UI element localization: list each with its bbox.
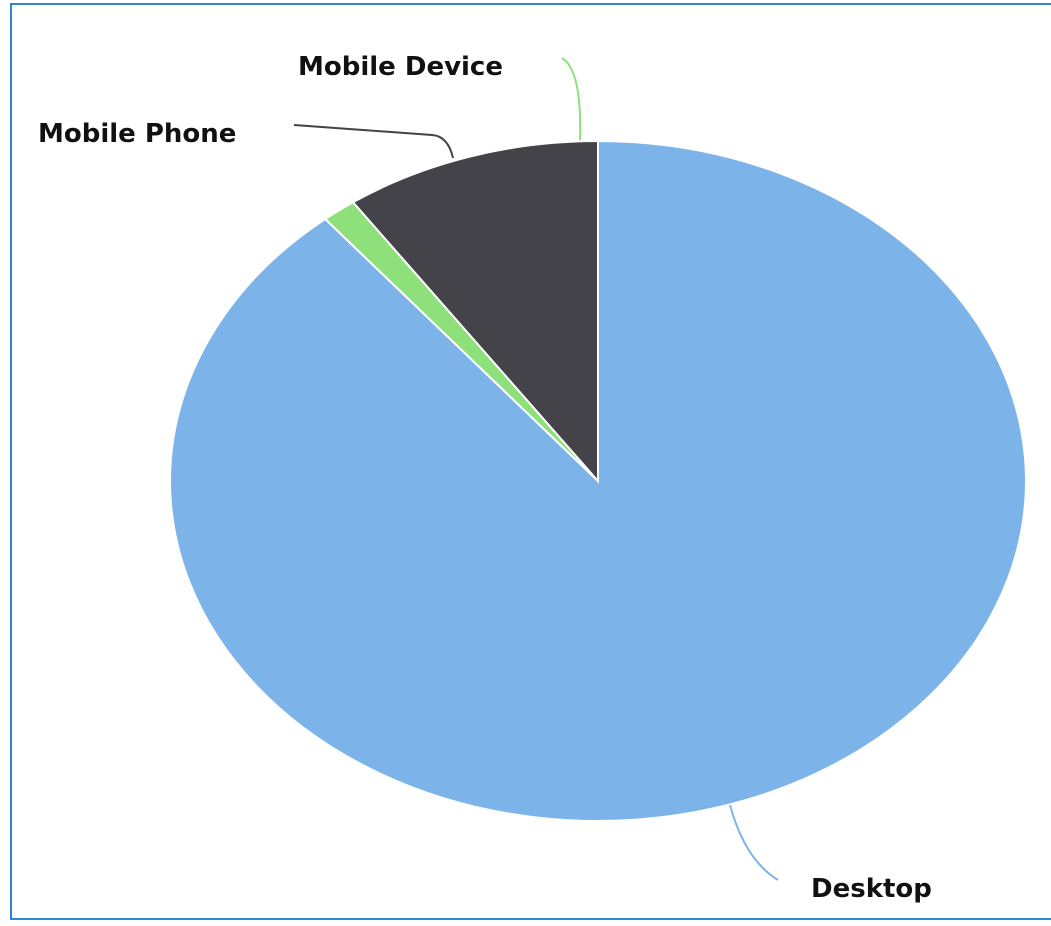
leader-desktop	[729, 804, 779, 881]
pie-labels: Desktop Mobile Device Mobile Phone	[38, 52, 932, 904]
label-mobile-phone: Mobile Phone	[38, 119, 236, 149]
leader-mobile-phone	[293, 124, 454, 159]
label-mobile-device: Mobile Device	[298, 52, 503, 82]
label-desktop: Desktop	[811, 874, 932, 904]
pie-slice-mobile-phone[interactable]	[351, 139, 599, 484]
pie-leader-lines	[293, 57, 779, 881]
pie-slices	[169, 139, 1028, 822]
leader-mobile-device	[561, 57, 582, 141]
